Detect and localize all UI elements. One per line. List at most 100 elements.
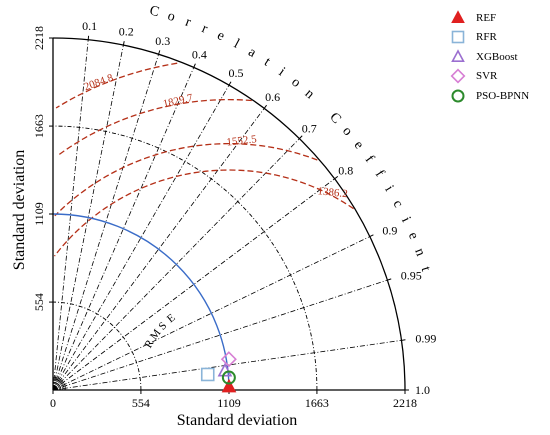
std-grid-arc-0 [52, 301, 142, 391]
rmse-contour-label-0: 1386.2 [317, 185, 348, 200]
correlation-spoke-8 [52, 236, 370, 391]
legend-marker-xgboost [451, 49, 465, 62]
rmse-contour-3 [55, 62, 178, 109]
std-grid-arc-1 [52, 125, 318, 391]
legend-symbol-svr [450, 68, 466, 84]
x-axis-title: Standard deviation [177, 412, 297, 429]
correlation-tick-label-11: 1.0 [415, 383, 430, 397]
correlation-tick-label-5: 0.6 [265, 90, 280, 104]
rmse-label-letter-3: E [165, 312, 178, 326]
x-tick-label-1: 554 [132, 396, 150, 410]
legend-label-ref: REF [476, 11, 497, 24]
correlation-spoke-9 [52, 279, 388, 391]
correlation-tick-3 [193, 63, 196, 68]
rmse-contour-layer [53, 62, 354, 257]
y-tick-label-1: 554 [32, 293, 46, 311]
rmse-label-letter-2: S [156, 320, 169, 333]
marker-layer [200, 351, 237, 393]
correlation-title-letter-13: o [339, 124, 355, 139]
rmse-contour-label-1: 1552.5 [226, 133, 258, 148]
correlation-title-letter-3: r [199, 21, 209, 37]
legend-marker-ref [451, 10, 465, 23]
correlation-title-letter-10: n [302, 86, 317, 102]
correlation-title-letter-17: i [381, 183, 396, 194]
correlation-title-letter-0: C [148, 3, 161, 20]
correlation-title-letter-14: e [351, 138, 367, 152]
rmse-contour-label-3: 2084.8 [82, 72, 115, 94]
origin-arc-6 [52, 380, 63, 391]
marker-xgboost [217, 362, 233, 377]
legend-label-rfr: RFR [476, 31, 497, 44]
rmse-contour-2 [57, 98, 252, 156]
legend: REF RFR XGBoost SVR PSO-BPNN [448, 8, 529, 106]
legend-item-ref: REF [448, 8, 529, 28]
legend-item-pso-bpnn: PSO-BPNN [448, 86, 529, 106]
legend-item-svr: SVR [448, 67, 529, 87]
legend-symbol-xgboost [451, 49, 465, 62]
x-tick-label-4: 2218 [393, 396, 417, 410]
correlation-title-letter-16: f [372, 168, 387, 180]
correlation-title-letter-21: n [411, 246, 428, 258]
correlation-tick-6 [299, 135, 303, 139]
correlation-title-letter-19: i [398, 215, 413, 225]
correlation-spoke-4 [52, 84, 230, 391]
legend-label-pso-bpnn: PSO-BPNN [476, 89, 530, 102]
rmse-contour-label-2: 1829.7 [162, 92, 195, 111]
x-tick-label-2: 1109 [217, 396, 241, 410]
correlation-tick-9 [387, 278, 392, 281]
correlation-spoke-3 [52, 67, 195, 391]
x-tick-label-0: 0 [50, 396, 56, 410]
correlation-title-letter-9: o [288, 75, 303, 91]
correlation-tick-label-9: 0.95 [401, 269, 422, 283]
legend-label-svr: SVR [476, 70, 498, 83]
correlation-spoke-1 [52, 45, 124, 391]
correlation-title-letter-2: r [183, 15, 193, 31]
correlation-spoke-2 [52, 54, 159, 391]
correlation-tick-7 [334, 175, 339, 180]
correlation-tick-10 [401, 339, 406, 341]
correlation-title-letter-5: l [231, 37, 242, 52]
correlation-tick-label-8: 0.9 [382, 223, 397, 237]
marker-pso-bpnn [221, 370, 236, 385]
legend-item-rfr: RFR [448, 28, 529, 48]
correlation-title-letter-6: a [245, 45, 259, 61]
correlation-title-letter-20: e [405, 230, 421, 242]
y-tick-label-4: 2218 [32, 26, 46, 50]
legend-symbol-pso-bpnn [451, 89, 465, 103]
legend-marker-rfr [451, 30, 465, 44]
correlation-spoke-7 [52, 178, 335, 391]
correlation-spoke-10 [52, 339, 402, 391]
correlation-spoke-5 [52, 108, 265, 391]
correlation-tick-8 [369, 234, 374, 238]
y-tick-label-3: 1663 [32, 114, 46, 138]
correlation-tick-label-0: 0.1 [82, 19, 97, 33]
correlation-title-letter-22: t [418, 265, 434, 273]
correlation-title-letter-7: t [261, 55, 273, 70]
correlation-tick-label-1: 0.2 [119, 24, 134, 38]
correlation-title-letter-18: c [389, 198, 405, 211]
rmse-contour-1 [54, 142, 318, 217]
legend-symbol-ref [451, 10, 465, 23]
correlation-tick-2 [158, 50, 161, 55]
correlation-tick-label-2: 0.3 [155, 34, 170, 48]
correlation-title-letter-12: C [326, 110, 343, 127]
correlation-title-letter-8: i [276, 65, 288, 80]
legend-marker-pso-bpnn [451, 89, 465, 103]
correlation-tick-1 [122, 41, 125, 46]
grid-layer [52, 39, 402, 391]
correlation-tick-label-10: 0.99 [415, 331, 436, 345]
correlation-title-letter-1: o [166, 9, 177, 25]
axes-layer [49, 35, 409, 394]
y-tick-label-2: 1109 [32, 202, 46, 226]
legend-symbol-rfr [451, 30, 465, 44]
y-axis-title: Standard deviation [11, 150, 28, 270]
correlation-tick-label-3: 0.4 [192, 48, 207, 62]
correlation-tick-label-4: 0.5 [229, 66, 244, 80]
legend-item-xgboost: XGBoost [448, 47, 529, 67]
reference-std-arc [52, 213, 230, 391]
legend-label-xgboost: XGBoost [476, 50, 518, 63]
marker-svr [220, 351, 237, 368]
marker-rfr [200, 367, 215, 382]
